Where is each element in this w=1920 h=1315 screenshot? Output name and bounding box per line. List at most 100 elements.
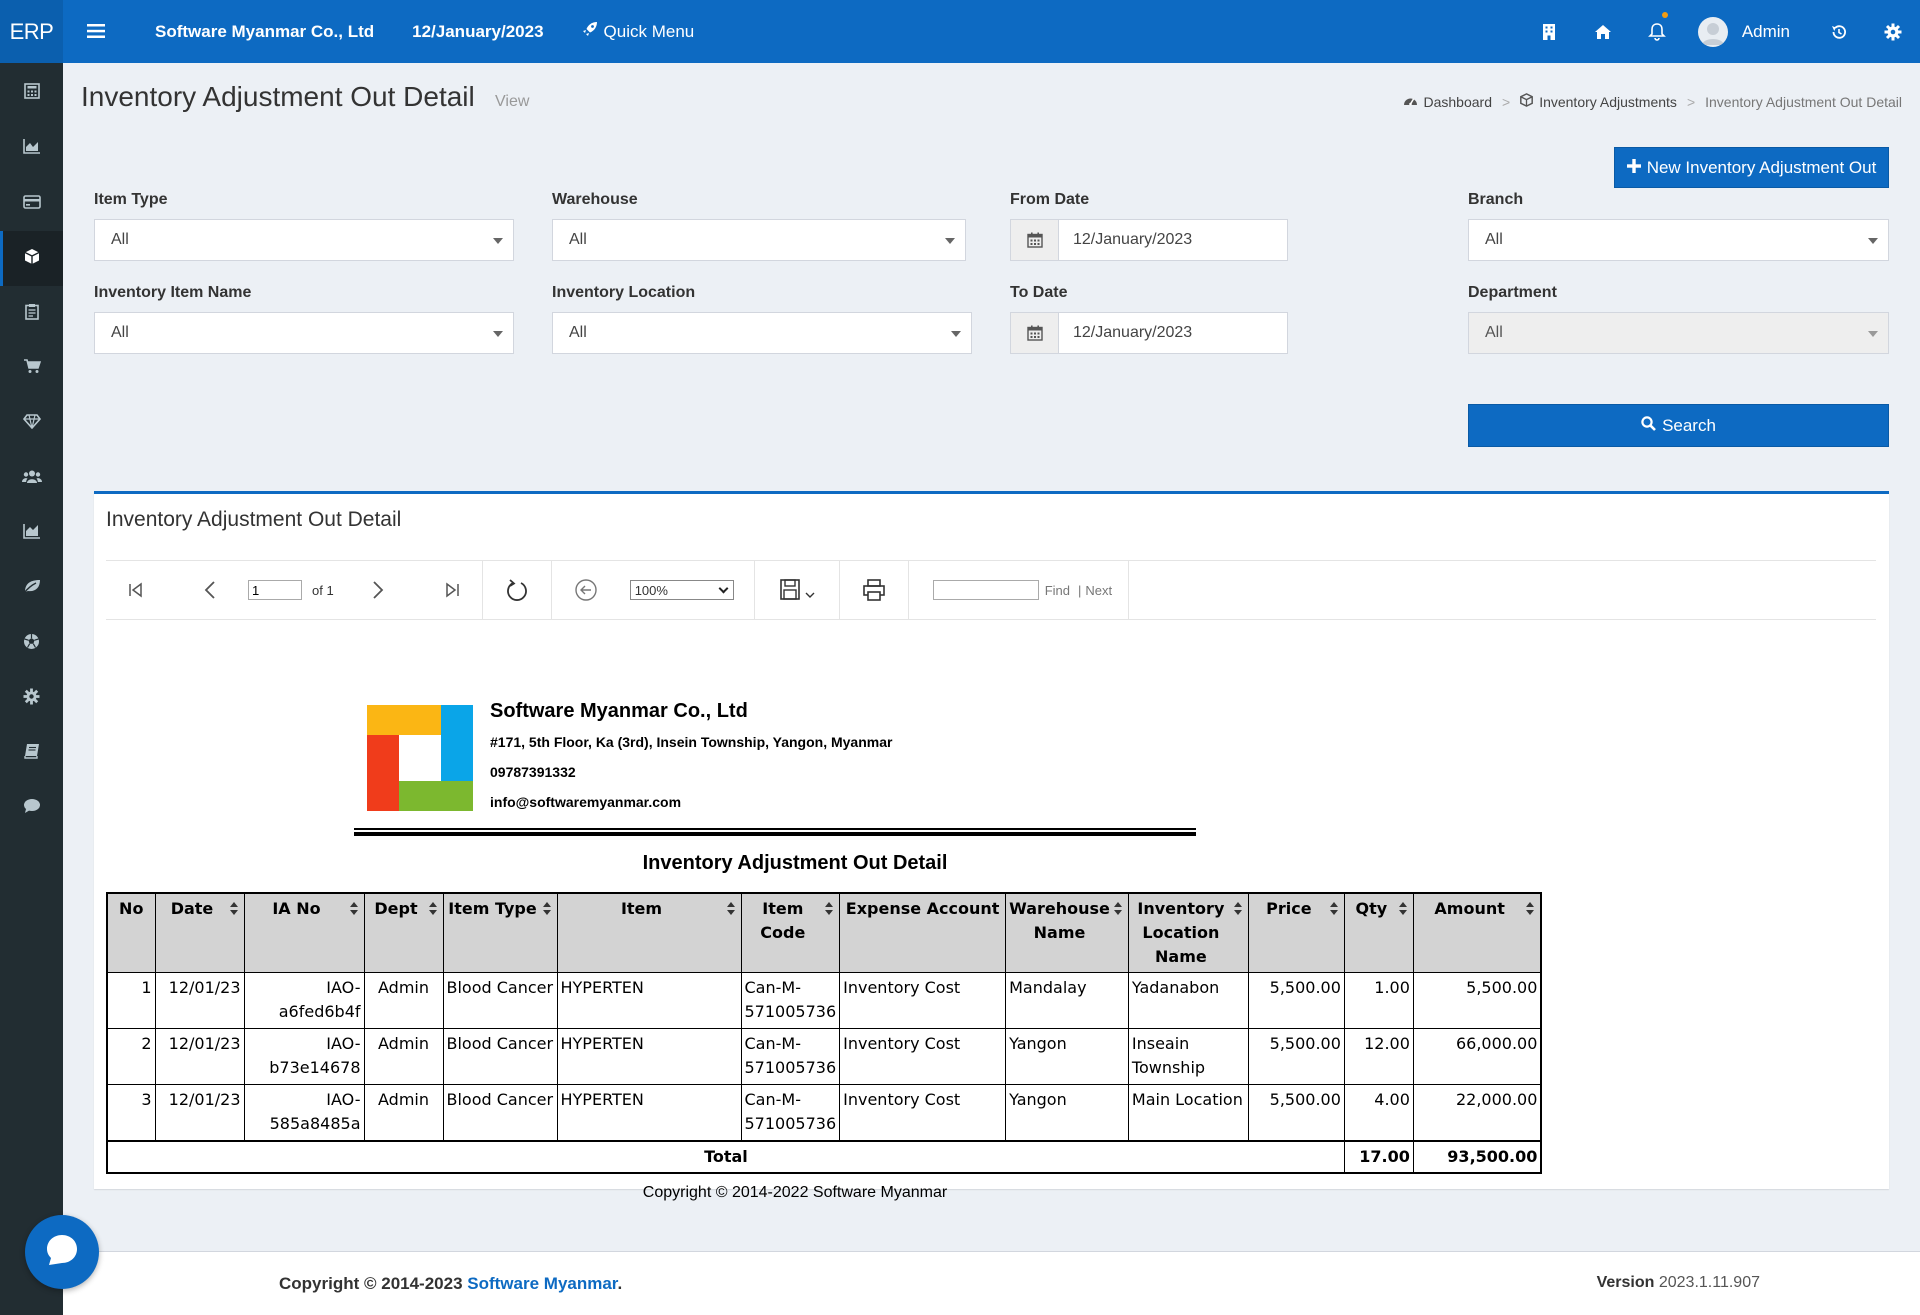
- company-name[interactable]: Software Myanmar Co., Ltd: [155, 21, 375, 41]
- column-header-price[interactable]: Price: [1247, 892, 1345, 973]
- previous-page-icon[interactable]: [188, 570, 232, 610]
- next-page-icon[interactable]: [356, 570, 400, 610]
- cell-ia-no[interactable]: IAO-a6fed6b4f: [243, 972, 365, 1029]
- breadcrumb-inventory-adjustments[interactable]: Inventory Adjustments: [1539, 93, 1677, 110]
- sidebar-item-manual[interactable]: [0, 726, 63, 781]
- report-divider: [354, 832, 1196, 836]
- diamond-icon: [22, 413, 41, 434]
- quick-menu[interactable]: Quick Menu: [582, 21, 694, 42]
- print-group: [840, 560, 909, 620]
- column-header-item[interactable]: Item: [556, 892, 742, 973]
- find-next-link[interactable]: Next: [1085, 582, 1113, 598]
- home-icon[interactable]: [1576, 0, 1630, 63]
- cell-dept: Admin: [363, 1028, 444, 1085]
- plus-icon: [1626, 158, 1641, 178]
- column-header-inventory-location-name[interactable]: Inventory Location Name: [1127, 892, 1249, 973]
- sort-icon[interactable]: [542, 902, 551, 916]
- from-date-input[interactable]: 12/January/2023: [1010, 219, 1288, 261]
- report-box: Inventory Adjustment Out Detail of 1 100…: [94, 491, 1889, 1201]
- zoom-select[interactable]: 100%: [629, 580, 734, 600]
- table-header-row: No Date IA No Dept Item Type Item Item C…: [106, 892, 1542, 973]
- calendar-icon[interactable]: [1011, 313, 1059, 353]
- refresh-icon[interactable]: [495, 570, 539, 610]
- cell-location: Yadanabon: [1127, 972, 1249, 1029]
- chat-widget-button[interactable]: [25, 1215, 99, 1289]
- find-link[interactable]: Find: [1044, 582, 1070, 598]
- column-header-qty[interactable]: Qty: [1343, 892, 1414, 973]
- sidebar-item-messages[interactable]: [0, 781, 63, 836]
- page-number-input[interactable]: [248, 580, 302, 600]
- first-page-icon[interactable]: [114, 570, 158, 610]
- inventory-location-select[interactable]: All: [552, 312, 972, 354]
- breadcrumb-dashboard[interactable]: Dashboard: [1423, 93, 1493, 110]
- cell-ia-no[interactable]: IAO-585a8485a: [243, 1084, 365, 1141]
- sort-icon[interactable]: [349, 902, 358, 916]
- sort-icon[interactable]: [428, 902, 437, 916]
- cart-icon: [23, 358, 41, 379]
- sidebar-item-assets[interactable]: [0, 396, 63, 451]
- last-page-icon[interactable]: [430, 570, 474, 610]
- menu-toggle-icon[interactable]: [81, 19, 111, 45]
- sidebar-item-hr[interactable]: [0, 451, 63, 506]
- sidebar-item-production[interactable]: [0, 561, 63, 616]
- to-date-input[interactable]: 12/January/2023: [1010, 312, 1288, 354]
- sidebar: [0, 63, 63, 1315]
- history-icon[interactable]: [1812, 0, 1866, 63]
- item-type-select[interactable]: All: [94, 219, 514, 261]
- dashboard-icon: [1403, 94, 1418, 110]
- notification-bell-icon[interactable]: [1630, 0, 1684, 63]
- export-save-icon[interactable]: [769, 570, 825, 610]
- cell-dept: Admin: [363, 972, 444, 1029]
- print-icon[interactable]: [852, 570, 896, 610]
- sidebar-item-reports[interactable]: [0, 121, 63, 176]
- settings-gear-icon[interactable]: [1866, 0, 1920, 63]
- branch-select[interactable]: All: [1468, 219, 1889, 261]
- find-input[interactable]: [932, 580, 1039, 600]
- new-button-label: New Inventory Adjustment Out: [1646, 157, 1877, 177]
- users-icon: [21, 469, 42, 489]
- sidebar-item-analytics[interactable]: [0, 506, 63, 561]
- sort-icon[interactable]: [1233, 902, 1242, 916]
- sort-icon[interactable]: [1329, 902, 1338, 916]
- sidebar-item-setup[interactable]: [0, 671, 63, 726]
- sort-icon[interactable]: [1526, 902, 1535, 916]
- sidebar-item-sales[interactable]: [0, 341, 63, 396]
- sort-icon[interactable]: [726, 902, 735, 916]
- column-header-item-type[interactable]: Item Type: [442, 892, 558, 973]
- zoom-group: 100%: [552, 560, 755, 620]
- column-header-ia-no[interactable]: IA No: [243, 892, 365, 973]
- inventory-item-name-select[interactable]: All: [94, 312, 514, 354]
- sort-icon[interactable]: [825, 902, 834, 916]
- sidebar-item-tasks[interactable]: [0, 286, 63, 341]
- user-avatar[interactable]: [1697, 16, 1728, 47]
- column-header-dept[interactable]: Dept: [363, 892, 444, 973]
- warehouse-select[interactable]: All: [552, 219, 966, 261]
- column-header-item-code[interactable]: Item Code: [740, 892, 841, 973]
- sidebar-item-accounting[interactable]: [0, 66, 63, 121]
- column-header-warehouse-name[interactable]: Warehouse Name: [1005, 892, 1129, 973]
- from-date-value: 12/January/2023: [1073, 231, 1193, 248]
- back-to-parent-icon[interactable]: [564, 570, 608, 610]
- user-name[interactable]: Admin: [1741, 21, 1790, 41]
- calendar-icon[interactable]: [1011, 220, 1059, 260]
- building-icon[interactable]: [1522, 0, 1576, 63]
- sort-icon[interactable]: [1113, 902, 1122, 916]
- cell-ia-no[interactable]: IAO-b73e14678: [243, 1028, 365, 1085]
- new-inventory-adjustment-out-button[interactable]: New Inventory Adjustment Out: [1614, 147, 1889, 188]
- sort-icon[interactable]: [1398, 902, 1407, 916]
- sort-icon[interactable]: [229, 902, 238, 916]
- sidebar-item-payments[interactable]: [0, 176, 63, 231]
- sidebar-item-services[interactable]: [0, 616, 63, 671]
- search-button[interactable]: Search: [1468, 404, 1889, 447]
- footer-company-link[interactable]: Software Myanmar: [467, 1274, 618, 1293]
- company-logo: [367, 705, 473, 811]
- brand-logo[interactable]: ERP: [0, 0, 63, 63]
- column-header-date[interactable]: Date: [154, 892, 245, 973]
- soccer-ball-icon: [23, 633, 40, 655]
- chevron-down-icon: [493, 331, 503, 337]
- cell-item-type: Blood Cancer: [442, 972, 558, 1029]
- warehouse-label: Warehouse: [552, 191, 638, 208]
- column-header-amount[interactable]: Amount: [1412, 892, 1542, 973]
- sidebar-item-inventory[interactable]: [0, 231, 63, 286]
- report-viewer-toolbar: of 1 100% Find: [106, 560, 1876, 620]
